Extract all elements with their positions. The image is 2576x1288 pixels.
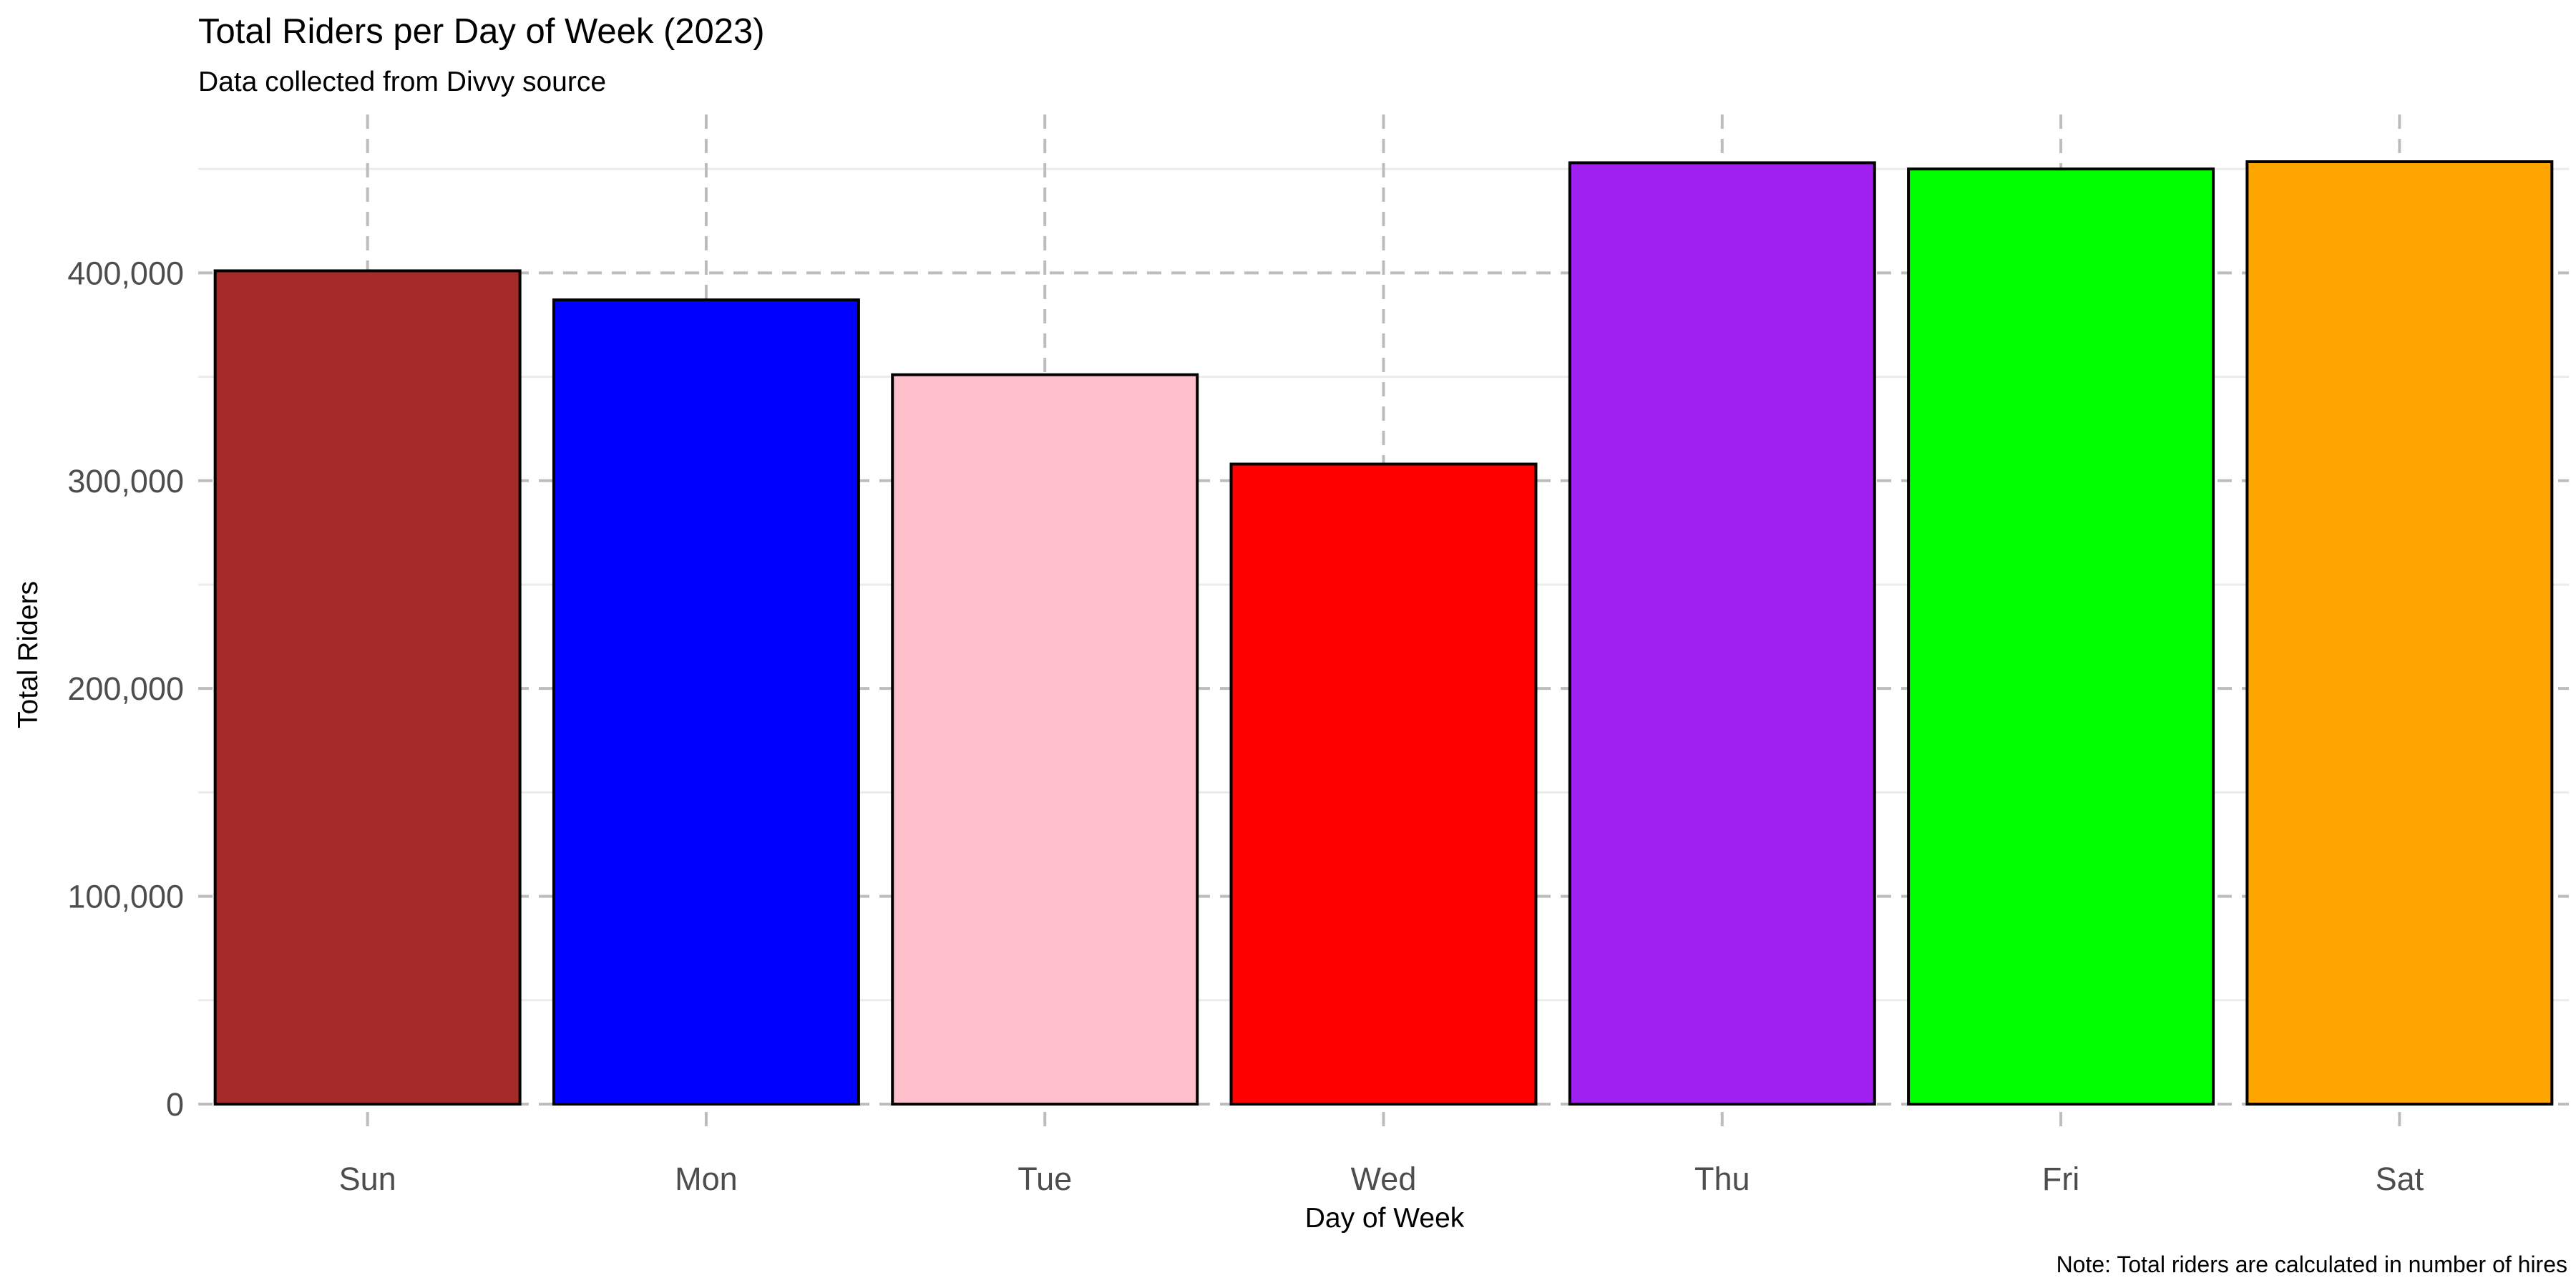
y-tick-label: 100,000: [67, 879, 184, 915]
bar-sat: [2245, 160, 2554, 1106]
chart-title: Total Riders per Day of Week (2023): [198, 12, 765, 51]
x-tick-label: Tue: [1018, 1161, 1072, 1197]
bar-sun: [213, 269, 522, 1106]
bar-fri: [1907, 167, 2215, 1106]
bar-wed: [1229, 462, 1538, 1106]
bar-thu: [1568, 161, 1876, 1106]
chart-caption: Note: Total riders are calculated in num…: [2057, 1252, 2567, 1277]
x-tick-label: Sat: [2376, 1161, 2424, 1197]
x-tick-label: Fri: [2042, 1161, 2079, 1197]
x-tick-label: Wed: [1351, 1161, 1417, 1197]
y-tick-label: 300,000: [67, 463, 184, 499]
chart-subtitle: Data collected from Divvy source: [198, 67, 606, 97]
bars-layer: [213, 160, 2554, 1106]
bar-tue: [891, 373, 1199, 1106]
x-tick-label: Sun: [339, 1161, 396, 1197]
y-tick-label: 200,000: [67, 670, 184, 707]
x-axis-title: Day of Week: [1305, 1203, 1465, 1234]
x-tick-label: Mon: [675, 1161, 738, 1197]
x-tick-label: Thu: [1694, 1161, 1750, 1197]
y-tick-label: 400,000: [67, 255, 184, 291]
y-tick-label: 0: [166, 1086, 184, 1123]
tick-labels-layer: 0 100,000 200,000 300,000 400,000 Sun Mon Tue We…: [67, 255, 2424, 1197]
y-axis-title: Total Riders: [13, 581, 44, 728]
bar-mon: [552, 298, 860, 1106]
